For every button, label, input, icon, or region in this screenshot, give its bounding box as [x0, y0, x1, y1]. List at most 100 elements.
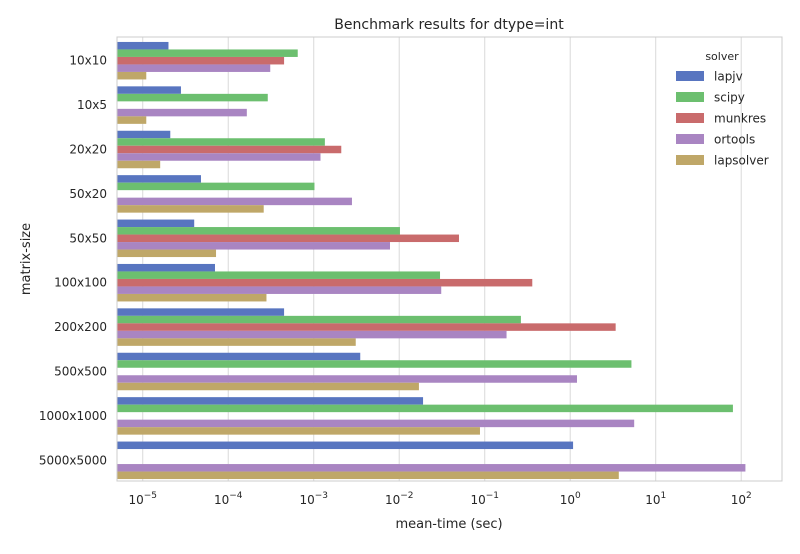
x-tick-exponent: 2	[746, 491, 752, 501]
x-tick-base: 10	[470, 493, 485, 507]
y-tick-label: 5000x5000	[39, 453, 107, 467]
bar-lapsolver	[117, 160, 161, 169]
y-axis-title: matrix-size	[19, 223, 34, 295]
bar-scipy	[117, 93, 268, 102]
bar-lapsolver	[117, 382, 419, 391]
bar-scipy	[117, 227, 400, 235]
x-tick-exponent: −3	[315, 491, 328, 501]
bar-munkres	[117, 145, 342, 154]
legend-swatch-lapjv	[676, 71, 704, 81]
bar-lapjv	[117, 86, 181, 94]
x-tick-label: 102	[731, 491, 752, 507]
legend-label-munkres: munkres	[714, 112, 766, 126]
bar-scipy	[117, 271, 441, 279]
bar-lapsolver	[117, 427, 480, 435]
bar-ortools	[117, 286, 442, 294]
x-tick-label: 10−3	[299, 491, 328, 507]
x-tick-label: 10−1	[470, 491, 499, 507]
y-tick-label: 500x500	[54, 365, 107, 379]
bar-lapsolver	[117, 205, 264, 213]
legend-label-lapsolver: lapsolver	[714, 154, 769, 168]
x-tick-exponent: −1	[486, 491, 499, 501]
bar-lapjv	[117, 441, 574, 450]
x-tick-label: 100	[560, 491, 581, 507]
x-tick-base: 10	[385, 493, 400, 507]
bar-lapjv	[117, 219, 195, 228]
legend-swatch-munkres	[676, 113, 704, 123]
bar-lapjv	[117, 175, 201, 183]
x-tick-exponent: −4	[229, 491, 243, 501]
x-axis-title: mean-time (sec)	[395, 517, 502, 532]
bar-scipy	[117, 404, 733, 413]
bar-scipy	[117, 360, 632, 368]
bar-lapsolver	[117, 293, 267, 302]
chart-title: Benchmark results for dtype=int	[334, 17, 564, 33]
bar-lapjv	[117, 263, 215, 272]
legend-title: solver	[705, 50, 739, 63]
x-tick-label: 10−5	[128, 491, 157, 507]
x-tick-label: 10−2	[385, 491, 414, 507]
x-tick-exponent: 1	[660, 491, 666, 501]
bar-ortools	[117, 419, 635, 428]
x-tick-base: 10	[560, 493, 575, 507]
bar-scipy	[117, 138, 325, 146]
x-tick-base: 10	[299, 493, 314, 507]
bar-ortools	[117, 153, 321, 161]
bar-lapsolver	[117, 471, 619, 480]
bar-ortools	[117, 464, 746, 472]
x-tick-label: 101	[645, 491, 666, 507]
x-tick-base: 10	[645, 493, 660, 507]
bar-munkres	[117, 278, 533, 287]
bar-lapsolver	[117, 116, 147, 124]
y-tick-label: 100x100	[54, 276, 107, 290]
bar-lapsolver	[117, 338, 356, 346]
legend-swatch-lapsolver	[676, 155, 704, 165]
y-tick-label: 10x10	[69, 54, 107, 68]
x-tick-label: 10−4	[214, 491, 243, 507]
grid-lines	[142, 37, 742, 481]
legend-swatch-ortools	[676, 134, 704, 144]
legend-label-lapjv: lapjv	[714, 70, 743, 84]
bar-scipy	[117, 315, 521, 324]
y-tick-label: 20x20	[69, 143, 107, 157]
bar-lapjv	[117, 352, 361, 361]
bar-scipy	[117, 182, 315, 191]
legend: solver lapjv scipy munkres ortools lapsolver	[676, 50, 769, 168]
x-tick-base: 10	[731, 493, 746, 507]
x-tick-base: 10	[214, 493, 229, 507]
y-tick-label: 1000x1000	[39, 409, 107, 423]
bar-ortools	[117, 242, 390, 250]
bar-lapsolver	[117, 249, 217, 258]
x-tick-labels: 10−5 10−4 10−3 10−2 10−1 100 101 102	[128, 491, 751, 507]
bar-ortools	[117, 197, 352, 206]
bar-ortools	[117, 375, 577, 383]
bar-lapsolver	[117, 71, 147, 80]
bars	[117, 41, 746, 480]
bar-lapjv	[117, 397, 424, 405]
y-tick-labels: 10x10 10x5 20x20 50x20 50x50 100x100 200x200 50…	[39, 54, 107, 468]
x-tick-exponent: −2	[400, 491, 413, 501]
bar-munkres	[117, 323, 616, 331]
x-tick-exponent: −5	[144, 491, 157, 501]
bar-ortools	[117, 330, 507, 339]
bar-munkres	[117, 56, 285, 65]
y-tick-label: 50x20	[69, 187, 107, 201]
bar-scipy	[117, 49, 298, 57]
plot-frame	[116, 36, 783, 482]
legend-label-scipy: scipy	[714, 91, 745, 105]
y-tick-label: 50x50	[69, 231, 107, 245]
y-tick-label: 10x5	[77, 98, 107, 112]
bar-lapjv	[117, 41, 169, 50]
bar-munkres	[117, 234, 459, 243]
bar-lapjv	[117, 308, 285, 316]
x-tick-exponent: 0	[575, 491, 581, 501]
legend-label-ortools: ortools	[714, 133, 755, 147]
y-tick-label: 200x200	[54, 320, 107, 334]
bar-ortools	[117, 108, 247, 117]
bar-lapjv	[117, 130, 171, 139]
legend-swatch-scipy	[676, 92, 704, 102]
bar-ortools	[117, 64, 271, 72]
x-tick-base: 10	[128, 493, 143, 507]
